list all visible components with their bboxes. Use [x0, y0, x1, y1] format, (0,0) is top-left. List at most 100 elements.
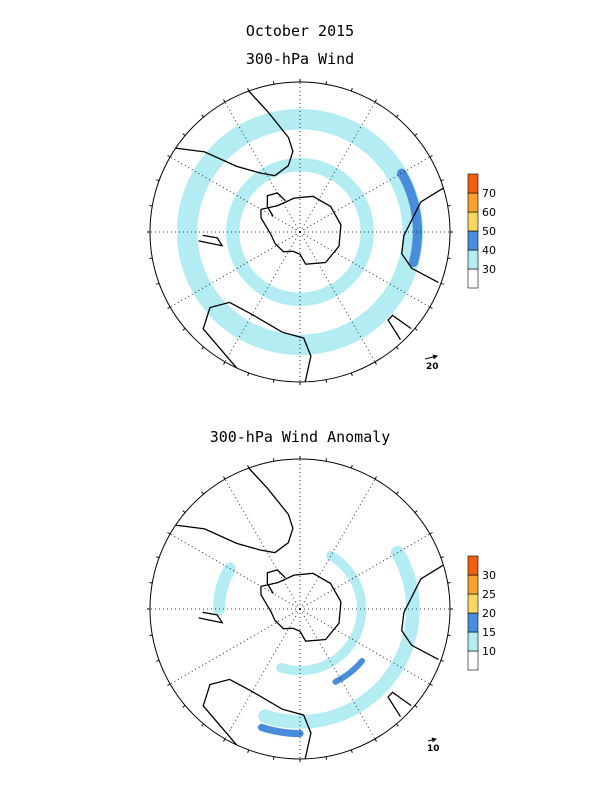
colorbar-level: 15 — [482, 626, 496, 639]
boundary-tick — [182, 328, 186, 331]
boundary-tick — [156, 179, 160, 182]
boundary-tick — [396, 114, 399, 118]
boundary-tick — [223, 738, 226, 742]
boundary-tick — [182, 705, 186, 708]
boundary-tick — [167, 532, 171, 535]
meridian-line — [169, 231, 301, 308]
boundary-tick — [325, 756, 328, 760]
meridian-line — [169, 156, 301, 233]
wind-speed-shading — [176, 108, 424, 356]
anomaly-band-east — [213, 562, 236, 615]
anomaly-map-panel: 10 10 15 20 25 30 — [147, 456, 496, 762]
boundary-tick — [429, 155, 433, 158]
reference-vector-label: 20 — [426, 362, 439, 372]
meridian-line — [299, 231, 431, 308]
anomaly-band-inner — [276, 550, 367, 676]
meridian-line — [224, 478, 301, 610]
meridian-line — [299, 478, 376, 610]
colorbar-level: 25 — [482, 588, 496, 601]
boundary-tick — [350, 88, 353, 92]
meridian-line — [299, 156, 431, 233]
boundary-tick — [167, 683, 171, 686]
boundary-tick — [414, 510, 418, 513]
graticule — [150, 459, 450, 759]
boundary-tick — [325, 379, 328, 383]
panel-title-wind: 300-hPa Wind — [245, 50, 355, 68]
boundary-tick — [429, 306, 433, 309]
boundary-tick — [414, 133, 418, 136]
meridian-line — [299, 101, 376, 233]
boundary-tick — [447, 581, 451, 584]
anomaly-core-west — [332, 658, 365, 685]
colorbar-anomaly: 10 15 20 25 30 — [467, 555, 496, 671]
coastline-australia — [202, 301, 312, 383]
boundary-tick — [447, 257, 451, 260]
anomaly-shading — [213, 545, 420, 738]
boundary-tick — [201, 346, 204, 350]
colorbar-level: 20 — [482, 607, 496, 620]
coastline-southAmerica — [175, 467, 294, 554]
boundary-tick — [447, 634, 451, 637]
coastline-antarctica — [260, 195, 342, 265]
figure-title: October 2015 — [245, 22, 355, 40]
boundary-tick — [440, 556, 444, 559]
meridian-line — [224, 101, 301, 233]
meridian-line — [224, 608, 301, 740]
boundary-tick — [396, 491, 399, 495]
coastline-newZealand — [198, 234, 224, 247]
meridian-line — [299, 231, 376, 363]
colorbar-level: 30 — [482, 569, 496, 582]
colorbar-level: 60 — [482, 206, 496, 219]
colorbar-swatch — [467, 192, 479, 213]
anomaly-core-south — [257, 723, 304, 738]
boundary-tick — [374, 738, 377, 742]
boundary-tick — [223, 361, 226, 365]
coastline-peninsula — [266, 569, 286, 594]
boundary-tick — [272, 458, 275, 462]
meridian-line — [299, 608, 431, 685]
boundary-tick — [350, 372, 353, 376]
meridian-line — [224, 231, 301, 363]
colorbar-swatch — [467, 650, 479, 671]
polar-jet-band — [225, 158, 375, 307]
boundary-tick — [149, 257, 153, 260]
panel-title-anomaly: 300-hPa Wind Anomaly — [209, 428, 391, 446]
boundary-tick — [223, 476, 226, 480]
colorbar-swatch — [467, 173, 479, 194]
jet-core — [397, 168, 423, 268]
boundary-tick — [156, 659, 160, 662]
boundary-tick — [201, 723, 204, 727]
colorbar-swatch — [467, 612, 479, 633]
colorbar-swatch — [467, 268, 479, 289]
coastline-southAmerica — [175, 90, 294, 177]
colorbar-level: 30 — [482, 263, 496, 276]
wind-map-panel: 20 30 40 50 60 70 — [147, 79, 496, 385]
boundary-tick — [149, 581, 153, 584]
meridian-line — [299, 608, 376, 740]
boundary-tick — [325, 81, 328, 85]
boundary-tick — [247, 88, 250, 92]
reference-vector-label: 10 — [427, 744, 440, 754]
boundary-tick — [374, 99, 377, 103]
boundary-tick — [414, 328, 418, 331]
boundary-tick — [182, 510, 186, 513]
boundary-tick — [447, 204, 451, 207]
boundary-tick — [223, 99, 226, 103]
boundary-tick — [429, 683, 433, 686]
boundary-tick — [429, 532, 433, 535]
boundary-tick — [414, 705, 418, 708]
boundary-tick — [440, 282, 444, 285]
meridian-line — [299, 533, 431, 610]
boundary-tick — [440, 659, 444, 662]
coastline-madagascar — [387, 691, 412, 718]
colorbar-swatch — [467, 574, 479, 595]
coastline-africa — [401, 564, 444, 660]
coastline-africa — [401, 187, 444, 283]
boundary-tick — [396, 723, 399, 727]
boundary-tick — [272, 756, 275, 760]
boundary-tick — [182, 133, 186, 136]
boundary-tick — [247, 372, 250, 376]
boundary-tick — [247, 749, 250, 753]
boundary-tick — [350, 465, 353, 469]
colorbar-wind: 30 40 50 60 70 — [467, 173, 496, 289]
